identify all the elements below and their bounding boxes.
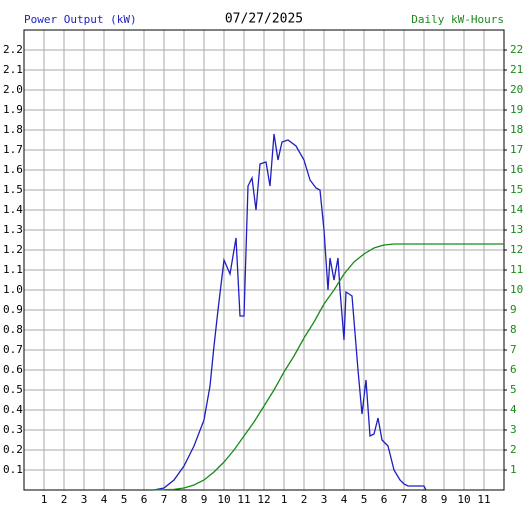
y-tick-label: 0.7	[3, 343, 23, 356]
y2-axis-title: Daily kW-Hours	[411, 13, 504, 26]
y2-tick-label: 20	[510, 83, 523, 96]
x-tick-label: 1	[281, 493, 288, 506]
x-tick-label: 8	[181, 493, 188, 506]
x-tick-label: 10	[217, 493, 230, 506]
y-axis-title: Power Output (kW)	[24, 13, 137, 26]
x-tick-label: 2	[61, 493, 68, 506]
y2-tick-label: 16	[510, 163, 523, 176]
y-tick-label: 2.2	[3, 43, 23, 56]
y-tick-label: 0.8	[3, 323, 23, 336]
x-tick-label: 5	[121, 493, 128, 506]
y-tick-label: 0.9	[3, 303, 23, 316]
y-tick-label: 1.8	[3, 123, 23, 136]
y-tick-label: 1.5	[3, 183, 23, 196]
y2-tick-label: 19	[510, 103, 523, 116]
y-tick-label: 0.2	[3, 443, 23, 456]
y2-tick-label: 11	[510, 263, 523, 276]
x-tick-label: 1	[41, 493, 48, 506]
y2-tick-label: 6	[510, 363, 517, 376]
y-tick-label: 1.0	[3, 283, 23, 296]
y-tick-label: 1.7	[3, 143, 23, 156]
x-tick-label: 3	[81, 493, 88, 506]
y2-tick-label: 17	[510, 143, 523, 156]
x-tick-label: 6	[141, 493, 148, 506]
y2-tick-label: 10	[510, 283, 523, 296]
y-tick-label: 0.4	[3, 403, 23, 416]
y2-tick-label: 8	[510, 323, 517, 336]
y-tick-label: 1.6	[3, 163, 23, 176]
plot-frame	[23, 29, 505, 491]
x-tick-label: 3	[321, 493, 328, 506]
y-tick-label: 1.9	[3, 103, 23, 116]
y2-tick-label: 18	[510, 123, 523, 136]
y2-tick-label: 4	[510, 403, 517, 416]
x-tick-label: 7	[401, 493, 408, 506]
x-tick-label: 4	[101, 493, 108, 506]
y-tick-label: 0.6	[3, 363, 23, 376]
y2-tick-label: 9	[510, 303, 517, 316]
x-tick-label: 12	[257, 493, 270, 506]
series-line	[153, 243, 504, 491]
y2-tick-label: 7	[510, 343, 517, 356]
chart-title: 07/27/2025	[225, 12, 303, 27]
x-tick-label: 5	[361, 493, 368, 506]
y-tick-label: 1.2	[3, 243, 23, 256]
y-tick-label: 2.0	[3, 83, 23, 96]
y-tick-label: 0.3	[3, 423, 23, 436]
y2-tick-label: 2	[510, 443, 517, 456]
x-tick-label: 8	[421, 493, 428, 506]
x-tick-label: 4	[341, 493, 348, 506]
x-tick-label: 6	[381, 493, 388, 506]
y-tick-label: 0.5	[3, 383, 23, 396]
y-tick-label: 2.1	[3, 63, 23, 76]
x-tick-label: 11	[477, 493, 490, 506]
y-tick-label: 1.1	[3, 263, 23, 276]
y2-tick-label: 5	[510, 383, 517, 396]
y2-tick-label: 22	[510, 43, 523, 56]
y2-tick-label: 21	[510, 63, 523, 76]
y2-tick-label: 15	[510, 183, 523, 196]
y-tick-label: 1.4	[3, 203, 23, 216]
y2-tick-label: 3	[510, 423, 517, 436]
y2-tick-label: 1	[510, 463, 517, 476]
y2-tick-label: 13	[510, 223, 523, 236]
x-tick-label: 9	[201, 493, 208, 506]
y-tick-label: 0.1	[3, 463, 23, 476]
x-tick-label: 7	[161, 493, 168, 506]
x-tick-label: 9	[441, 493, 448, 506]
x-tick-label: 2	[301, 493, 308, 506]
x-tick-label: 10	[457, 493, 470, 506]
x-tick-label: 11	[237, 493, 250, 506]
series-line	[153, 133, 427, 491]
y2-tick-label: 12	[510, 243, 523, 256]
y-tick-label: 1.3	[3, 223, 23, 236]
y2-tick-label: 14	[510, 203, 524, 216]
